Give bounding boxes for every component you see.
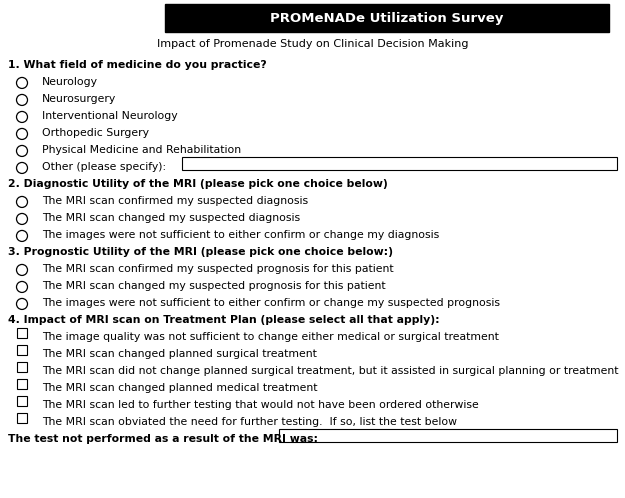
Text: Neurology: Neurology [42,77,98,87]
Text: The MRI scan confirmed my suspected diagnosis: The MRI scan confirmed my suspected diag… [42,196,308,206]
Text: 2. Diagnostic Utility of the MRI (please pick one choice below): 2. Diagnostic Utility of the MRI (please… [8,179,388,189]
Text: The MRI scan changed my suspected diagnosis: The MRI scan changed my suspected diagno… [42,213,300,223]
Text: 1. What field of medicine do you practice?: 1. What field of medicine do you practic… [8,60,267,70]
Bar [279,428,617,442]
Text: The MRI scan did not change planned surgical treatment, but it assisted in surgi: The MRI scan did not change planned surg… [42,366,619,376]
Text: The MRI scan led to further testing that would not have been ordered otherwise: The MRI scan led to further testing that… [42,400,479,410]
Bar [17,362,27,372]
Bar [17,328,27,338]
Text: Physical Medicine and Rehabilitation: Physical Medicine and Rehabilitation [42,145,241,155]
Text: Interventional Neurology: Interventional Neurology [42,111,177,121]
Bar [17,345,27,355]
Text: Other (please specify):: Other (please specify): [42,162,166,172]
Bar [17,413,27,423]
Bar [182,156,617,169]
Text: Neurosurgery: Neurosurgery [42,94,116,104]
Text: 4. Impact of MRI scan on Treatment Plan (please select all that apply):: 4. Impact of MRI scan on Treatment Plan … [8,315,439,325]
Text: The MRI scan changed my suspected prognosis for this patient: The MRI scan changed my suspected progno… [42,281,386,291]
Text: The MRI scan obviated the need for further testing.  If so, list the test below: The MRI scan obviated the need for furth… [42,417,457,427]
Text: The test not performed as a result of the MRI was:: The test not performed as a result of th… [8,434,318,444]
Text: The MRI scan changed planned medical treatment: The MRI scan changed planned medical tre… [42,383,318,393]
Text: The images were not sufficient to either confirm or change my suspected prognosi: The images were not sufficient to either… [42,298,500,308]
Bar [17,396,27,406]
Bar [17,379,27,389]
Text: The MRI scan confirmed my suspected prognosis for this patient: The MRI scan confirmed my suspected prog… [42,264,394,274]
Text: The image quality was not sufficient to change either medical or surgical treatm: The image quality was not sufficient to … [42,332,499,342]
Text: The images were not sufficient to either confirm or change my diagnosis: The images were not sufficient to either… [42,230,439,240]
Text: PROMeNADe Utilization Survey: PROMeNADe Utilization Survey [270,11,504,24]
Text: Impact of Promenade Study on Clinical Decision Making: Impact of Promenade Study on Clinical De… [157,39,468,49]
Bar [165,4,609,32]
Text: Orthopedic Surgery: Orthopedic Surgery [42,128,149,138]
Text: The MRI scan changed planned surgical treatment: The MRI scan changed planned surgical tr… [42,349,317,359]
Text: 3. Prognostic Utility of the MRI (please pick one choice below:): 3. Prognostic Utility of the MRI (please… [8,247,393,257]
